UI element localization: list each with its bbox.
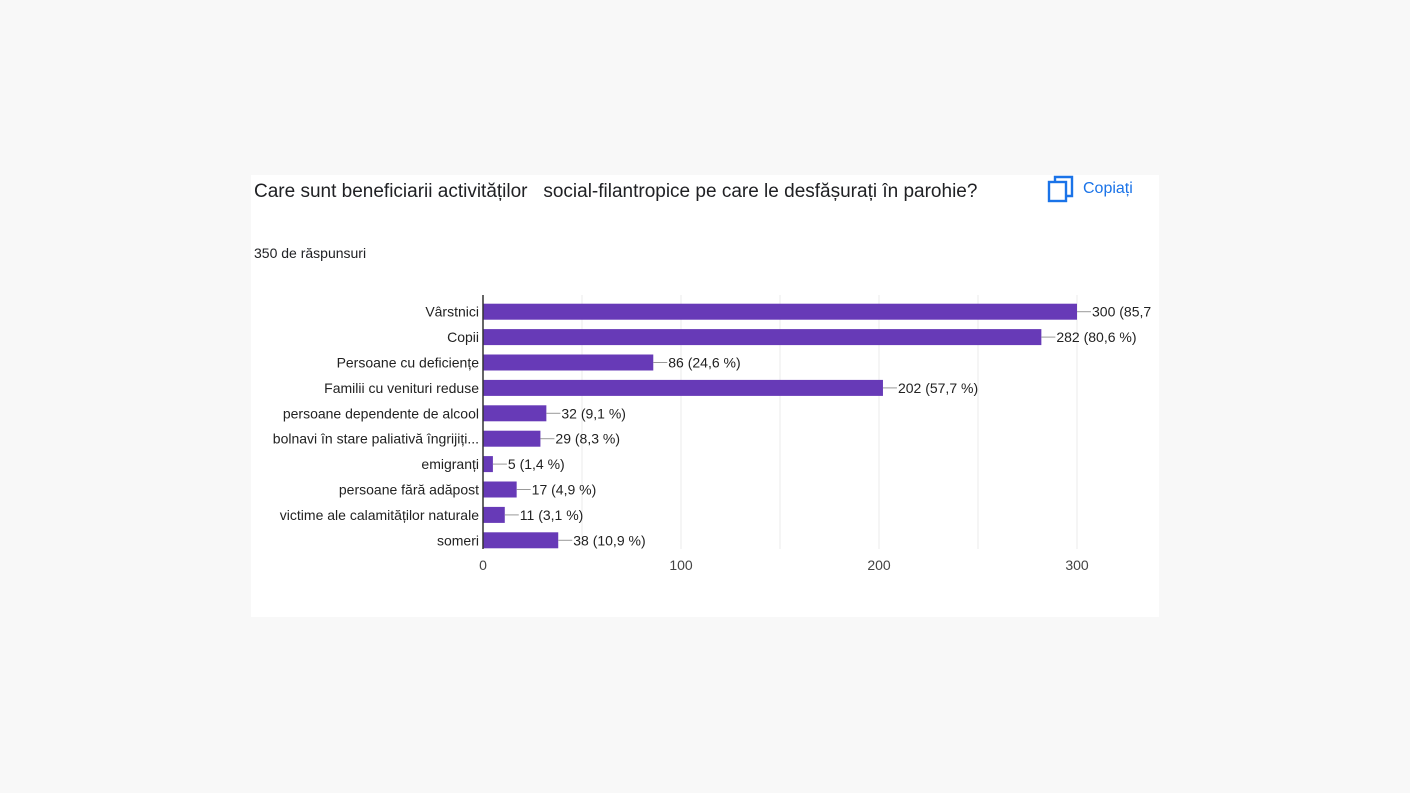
data-label: 86 (24,6 %): [668, 355, 740, 371]
bar: [483, 405, 547, 422]
bar: [483, 379, 883, 396]
category-label: victime ale calamităților naturale: [280, 507, 479, 523]
data-label: 17 (4,9 %): [532, 482, 597, 498]
x-tick-label: 100: [669, 557, 693, 573]
bar: [483, 506, 505, 523]
question-card: Care sunt beneficiarii activităților soc…: [251, 175, 1159, 617]
bar-chart-svg: Vârstnici 300 (85,7 Copii 282 (80,6 %) Perso…: [273, 295, 1151, 573]
copy-icon: [1047, 175, 1075, 203]
bar: [483, 303, 1077, 320]
data-label: 282 (80,6 %): [1056, 329, 1136, 345]
category-label: bolnavi în stare paliativă îngrijiți...: [273, 431, 479, 447]
x-tick-label: 300: [1065, 557, 1089, 573]
data-label: 32 (9,1 %): [561, 405, 626, 421]
category-label: persoane fără adăpost: [339, 482, 479, 498]
data-label: 11 (3,1 %): [520, 507, 584, 523]
data-label: 5 (1,4 %): [508, 456, 565, 472]
data-label: 38 (10,9 %): [573, 532, 645, 548]
x-tick-label: 200: [867, 557, 891, 573]
copy-button-label: Copiați: [1083, 180, 1133, 197]
bar: [483, 456, 493, 473]
category-label: Vârstnici: [425, 304, 479, 320]
bar: [483, 430, 541, 447]
x-tick-label: 0: [479, 557, 487, 573]
bar: [483, 329, 1042, 346]
category-label: Copii: [447, 329, 479, 345]
response-count: 350 de răspunsuri: [254, 245, 367, 261]
copy-button[interactable]: Copiați: [1047, 175, 1133, 203]
data-label: 29 (8,3 %): [555, 431, 620, 447]
category-label: emigranți: [421, 456, 479, 472]
category-label: someri: [437, 532, 479, 548]
question-title: Care sunt beneficiarii activităților soc…: [254, 181, 978, 202]
category-label: Persoane cu deficiențe: [337, 355, 480, 371]
category-label: persoane dependente de alcool: [283, 405, 479, 421]
bar: [483, 481, 517, 498]
bar-chart: Vârstnici 300 (85,7 Copii 282 (80,6 %) Perso…: [251, 285, 1159, 585]
data-label: 202 (57,7 %): [898, 380, 978, 396]
bar: [483, 354, 654, 371]
bar: [483, 532, 559, 549]
category-label: Familii cu venituri reduse: [324, 380, 479, 396]
data-label: 300 (85,7: [1092, 304, 1151, 320]
